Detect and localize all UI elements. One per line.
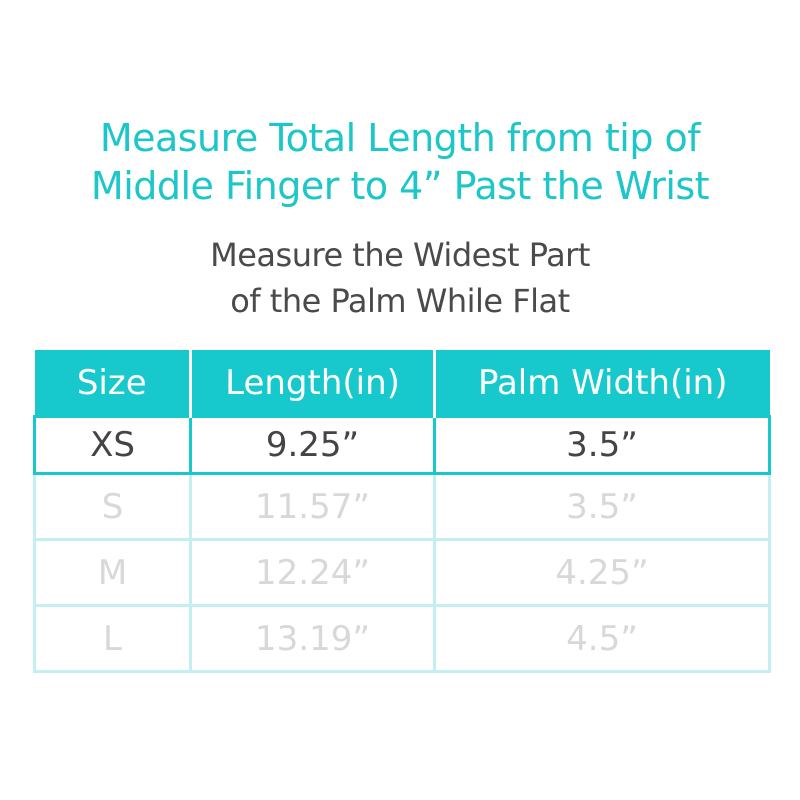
cell-size: L <box>33 604 192 673</box>
title-line-1: Measure Total Length from tip of <box>99 116 701 160</box>
cell-palm-width: 4.25” <box>433 538 771 607</box>
cell-size: XS <box>33 415 192 475</box>
table-row: L 13.19” 4.5” <box>33 604 771 673</box>
cell-length: 11.57” <box>189 472 436 541</box>
cell-palm-width: 3.5” <box>433 415 771 475</box>
cell-length: 9.25” <box>189 415 436 475</box>
title-line-2: Middle Finger to 4” Past the Wrist <box>90 164 710 208</box>
subtitle-line-2: of the Palm While Flat <box>230 282 570 320</box>
size-table: Size Length(in) Palm Width(in) XS 9.25” 3.5”… <box>33 350 771 673</box>
cell-length: 12.24” <box>189 538 436 607</box>
subtitle: Measure the Widest Part of the Palm While… <box>0 232 800 324</box>
cell-palm-width: 3.5” <box>433 472 771 541</box>
cell-size: M <box>33 538 192 607</box>
header-length: Length(in) <box>189 350 436 417</box>
table-row: S 11.57” 3.5” <box>33 472 771 541</box>
header-palm-width: Palm Width(in) <box>433 350 770 417</box>
subtitle-line-1: Measure the Widest Part <box>210 236 590 274</box>
table-header: Size Length(in) Palm Width(in) <box>34 350 770 417</box>
table-row: XS 9.25” 3.5” <box>33 415 771 475</box>
cell-size: S <box>33 472 192 541</box>
cell-palm-width: 4.5” <box>433 604 771 673</box>
table-row: M 12.24” 4.25” <box>33 538 771 607</box>
cell-length: 13.19” <box>189 604 436 673</box>
header-size: Size <box>34 350 192 417</box>
title: Measure Total Length from tip of Middle F… <box>0 114 800 210</box>
